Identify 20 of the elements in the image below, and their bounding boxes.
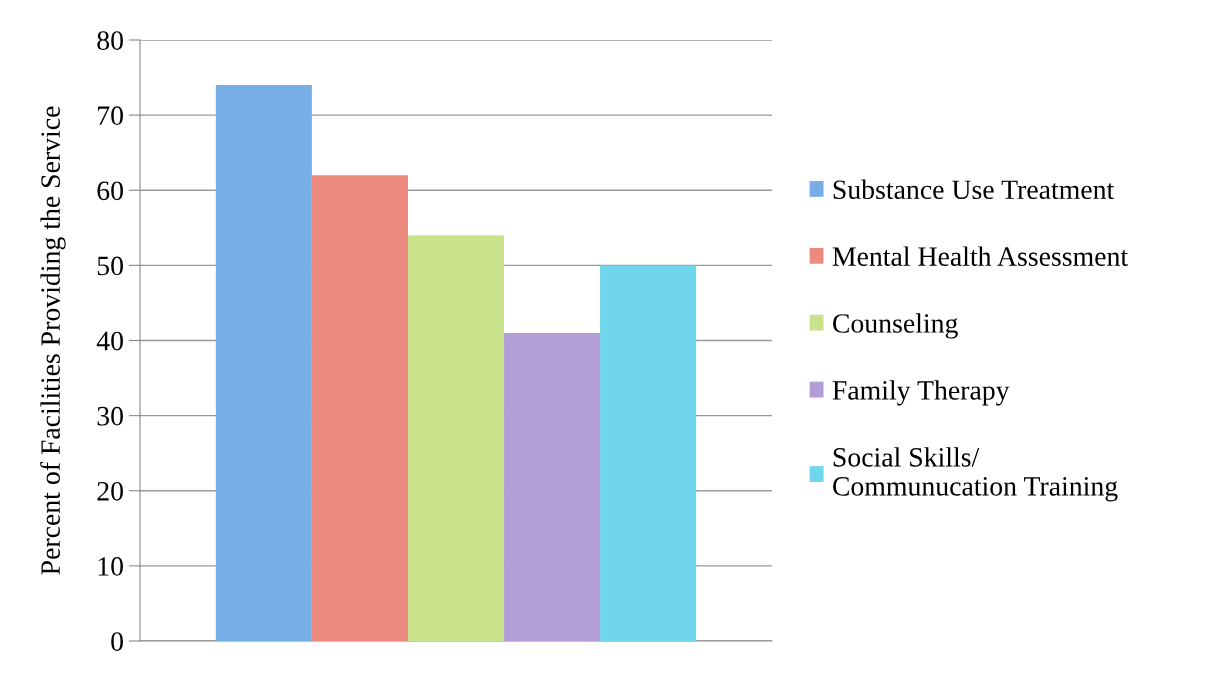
- y-tick-label: 0: [111, 632, 123, 651]
- y-tick-label: 50: [97, 256, 123, 276]
- legend-label: Substance Use Treatment: [833, 179, 1115, 200]
- bar: [311, 175, 408, 641]
- bar: [504, 332, 601, 641]
- y-tick-label: 10: [98, 557, 123, 576]
- bar: [407, 235, 505, 641]
- y-tick-label: 20: [97, 481, 123, 501]
- y-tick-label: 80: [97, 31, 123, 50]
- legend-label: Social Skills/ Communucation Training: [833, 447, 1118, 502]
- y-tick-label: 60: [97, 181, 123, 201]
- legend-label: Family Therapy: [832, 380, 1010, 406]
- y-tick-label: 30: [97, 406, 123, 426]
- legend-label: Counseling: [833, 313, 958, 339]
- bar: [215, 85, 312, 641]
- y-axis-title: Percent of Facilities Providing the Service: [40, 106, 66, 575]
- y-tick-label: 40: [96, 331, 123, 351]
- legend-label: Mental Health Assessment: [832, 246, 1128, 266]
- y-tick-label: 70: [98, 106, 123, 126]
- bar: [600, 265, 697, 641]
